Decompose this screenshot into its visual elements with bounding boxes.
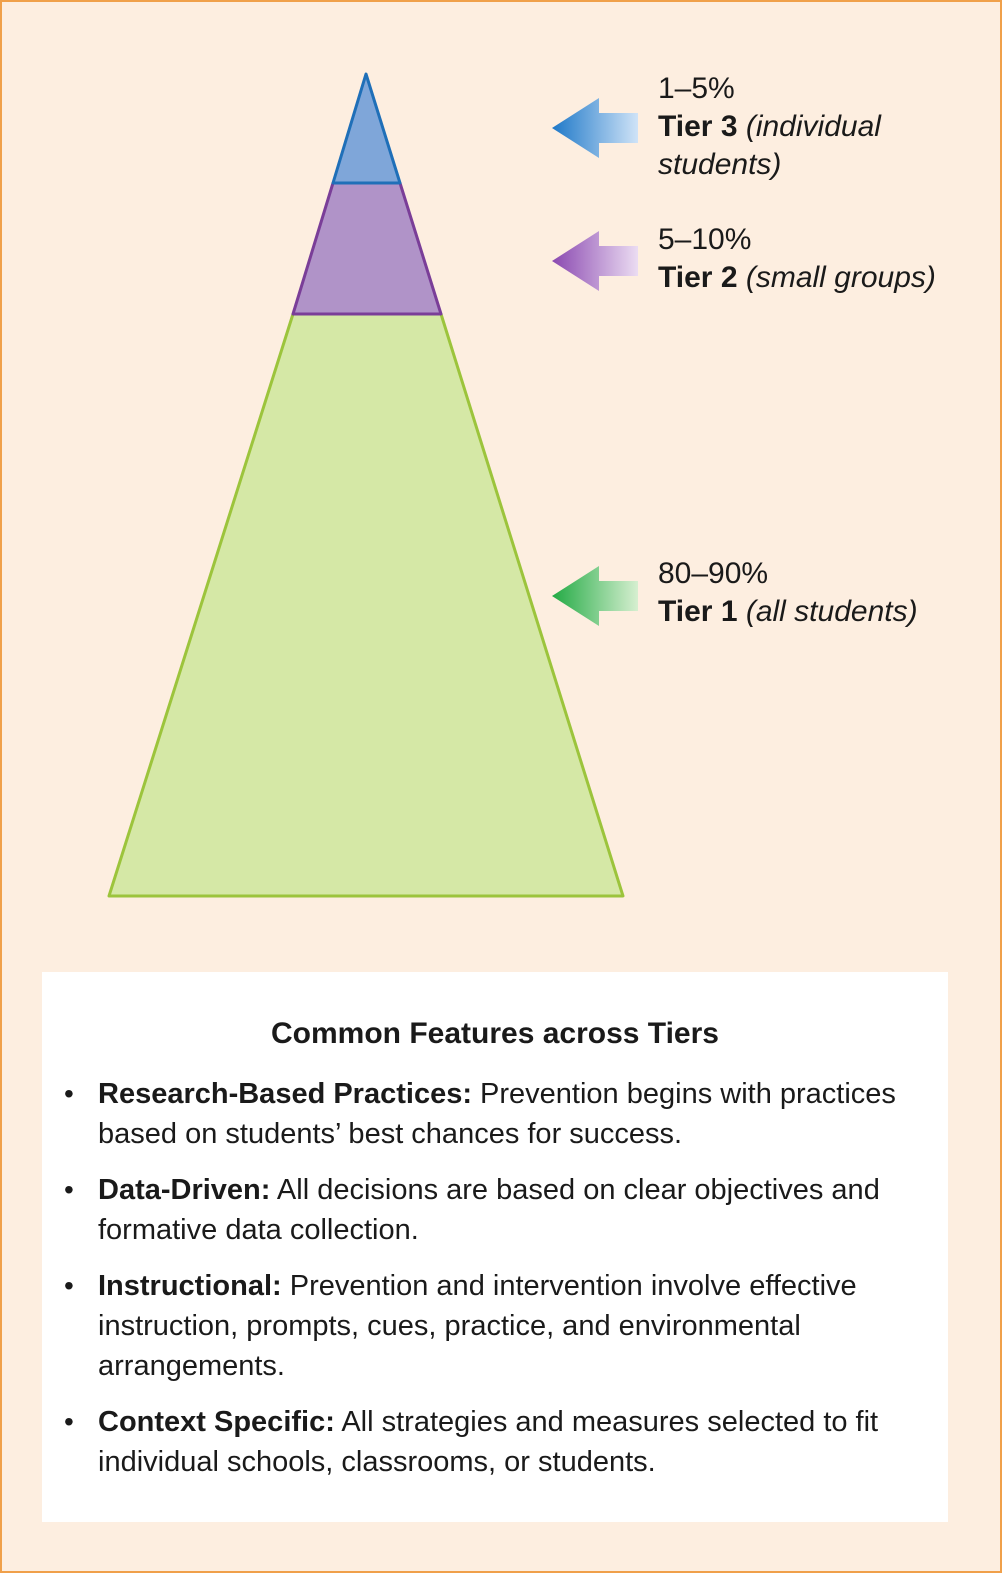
feature-term: Research-Based Practices: [98, 1078, 472, 1110]
feature-term: Context Specific: [98, 1406, 335, 1438]
feature-text: All strategies and measures selected to … [98, 1406, 879, 1478]
feature-text: Prevention begins with practices based o… [98, 1078, 896, 1150]
feature-term: Instructional: [98, 1270, 282, 1302]
tier-3-label: 1–5% Tier 3 (individual students) [658, 70, 958, 184]
tier-2-label: 5–10% Tier 2 (small groups) [658, 221, 988, 297]
tier-1-segment [107, 312, 625, 898]
feature-text: All decisions are based on clear objecti… [98, 1174, 880, 1246]
tier-1-percent: 80–90% [658, 557, 769, 590]
feature-item-context-specific: • Context Specific: All strategies and m… [62, 1402, 932, 1482]
tier-3-description: (individual students) [658, 110, 881, 181]
bullet-icon: • [64, 1406, 74, 1437]
tier-2-segment [291, 181, 443, 316]
tier-1-label: 80–90% Tier 1 (all students) [658, 555, 988, 631]
feature-item-research-based: • Research-Based Practices: Prevention b… [62, 1074, 932, 1154]
feature-text: Prevention and intervention involve effe… [98, 1270, 857, 1382]
tier-1-name: Tier 1 [658, 595, 738, 628]
bullet-icon: • [64, 1270, 74, 1301]
feature-term: Data-Driven: [98, 1174, 271, 1206]
bullet-icon: • [64, 1174, 74, 1205]
tier-3-percent: 1–5% [658, 72, 735, 105]
common-features-box: Common Features across Tiers • Research-… [42, 972, 948, 1522]
tier-3-arrow-icon [552, 98, 638, 158]
feature-item-data-driven: • Data-Driven: All decisions are based o… [62, 1170, 932, 1250]
tier-2-arrow-icon [552, 231, 638, 291]
tier-pyramid-diagram [107, 72, 638, 898]
tier-3-name: Tier 3 [658, 110, 738, 143]
bullet-icon: • [64, 1078, 74, 1109]
tier-3-segment [331, 72, 402, 185]
tier-2-name: Tier 2 [658, 261, 738, 294]
tier-2-percent: 5–10% [658, 223, 752, 256]
tier-1-arrow-icon [552, 566, 638, 626]
features-list: • Research-Based Practices: Prevention b… [62, 1074, 932, 1498]
tier-2-description: (small groups) [745, 261, 936, 294]
feature-item-instructional: • Instructional: Prevention and interven… [62, 1266, 932, 1386]
tier-1-description: (all students) [745, 595, 918, 628]
features-title: Common Features across Tiers [271, 1017, 719, 1050]
